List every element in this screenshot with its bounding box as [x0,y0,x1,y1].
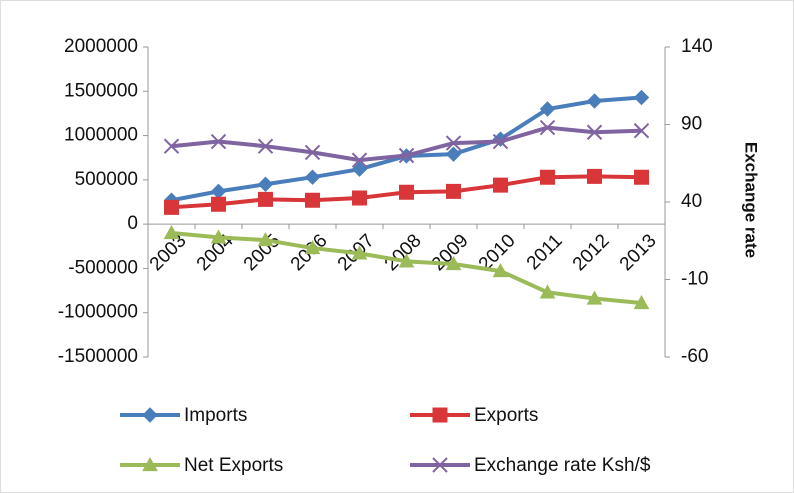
y2-tick-label: 40 [681,191,702,212]
y-tick-label: 500000 [75,169,138,190]
marker [633,294,650,310]
marker [446,183,461,199]
marker [492,133,509,150]
y2-axis-title: Exchange rate [742,142,761,258]
marker [258,191,273,207]
marker [352,190,367,206]
marker [445,146,462,162]
marker [587,168,602,184]
marker [304,240,321,255]
marker [634,169,649,185]
y-tick-label: 2000000 [64,36,138,57]
y2-tick-label: 140 [681,36,713,57]
y-tick-label: -1500000 [58,346,138,367]
marker [445,255,462,271]
y-tick-label: -500000 [68,257,138,278]
y-tick-label: 1500000 [64,80,138,101]
marker [432,457,448,473]
marker [586,93,603,109]
marker [539,284,556,299]
marker [163,224,180,240]
marker [586,290,603,305]
legend-label: Exports [474,405,538,426]
marker [398,253,415,268]
marker [633,122,650,139]
marker [399,184,414,200]
marker [257,232,274,247]
marker [540,169,555,185]
marker [304,169,321,185]
legend-label: Exchange rate Ksh/$ [474,455,651,476]
marker [539,119,556,136]
marker [493,177,508,193]
marker [586,124,603,140]
marker [164,199,179,215]
marker [432,407,448,423]
marker [210,229,227,244]
y2-tick-label: -10 [681,269,708,290]
marker [351,161,368,177]
marker [351,152,368,168]
marker [633,89,650,106]
marker [257,176,274,192]
marker [142,456,158,472]
marker [305,192,320,208]
marker [163,138,180,154]
legend-label: Net Exports [184,455,283,476]
marker [445,135,462,151]
marker [304,144,321,161]
marker [210,133,227,150]
marker [398,147,415,164]
marker [257,138,274,154]
marker [351,245,368,260]
y-tick-label: 0 [127,213,138,234]
y-tick-label: -1000000 [58,302,138,323]
y2-tick-label: -60 [681,346,708,367]
marker [142,407,158,423]
legend-label: Imports [184,405,247,426]
y-tick-label: 1000000 [64,125,138,146]
marker [539,101,556,117]
y2-tick-label: 90 [681,114,702,135]
marker [211,196,226,212]
marker [492,263,509,278]
